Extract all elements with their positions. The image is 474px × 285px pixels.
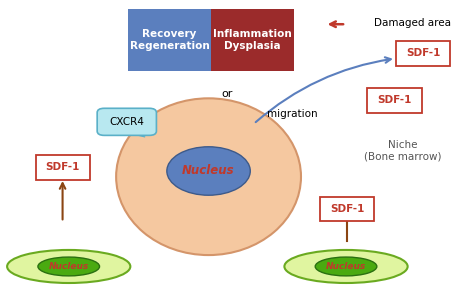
Ellipse shape bbox=[38, 257, 100, 276]
Text: Inflammation
Dysplasia: Inflammation Dysplasia bbox=[213, 29, 292, 51]
Text: Nucleus: Nucleus bbox=[49, 262, 89, 271]
Ellipse shape bbox=[167, 147, 250, 195]
Ellipse shape bbox=[315, 257, 377, 276]
Text: Nucleus: Nucleus bbox=[182, 164, 235, 178]
Text: SDF-1: SDF-1 bbox=[330, 204, 365, 214]
FancyBboxPatch shape bbox=[396, 41, 450, 66]
Ellipse shape bbox=[7, 250, 130, 283]
Text: Nucleus: Nucleus bbox=[326, 262, 366, 271]
FancyBboxPatch shape bbox=[367, 88, 422, 113]
FancyBboxPatch shape bbox=[320, 197, 374, 221]
Text: Damaged area: Damaged area bbox=[374, 18, 451, 28]
Ellipse shape bbox=[116, 98, 301, 255]
Text: or: or bbox=[222, 89, 233, 99]
FancyBboxPatch shape bbox=[36, 155, 90, 180]
Text: Niche
(Bone marrow): Niche (Bone marrow) bbox=[364, 140, 442, 162]
Text: Recovery
Regeneration: Recovery Regeneration bbox=[129, 29, 210, 51]
FancyBboxPatch shape bbox=[128, 9, 211, 71]
Ellipse shape bbox=[284, 250, 408, 283]
Text: SDF-1: SDF-1 bbox=[406, 48, 440, 58]
Text: migration: migration bbox=[267, 109, 318, 119]
FancyBboxPatch shape bbox=[97, 108, 156, 135]
Text: CXCR4: CXCR4 bbox=[109, 117, 144, 127]
Text: SDF-1: SDF-1 bbox=[377, 95, 412, 105]
FancyBboxPatch shape bbox=[211, 9, 294, 71]
Text: SDF-1: SDF-1 bbox=[46, 162, 80, 172]
